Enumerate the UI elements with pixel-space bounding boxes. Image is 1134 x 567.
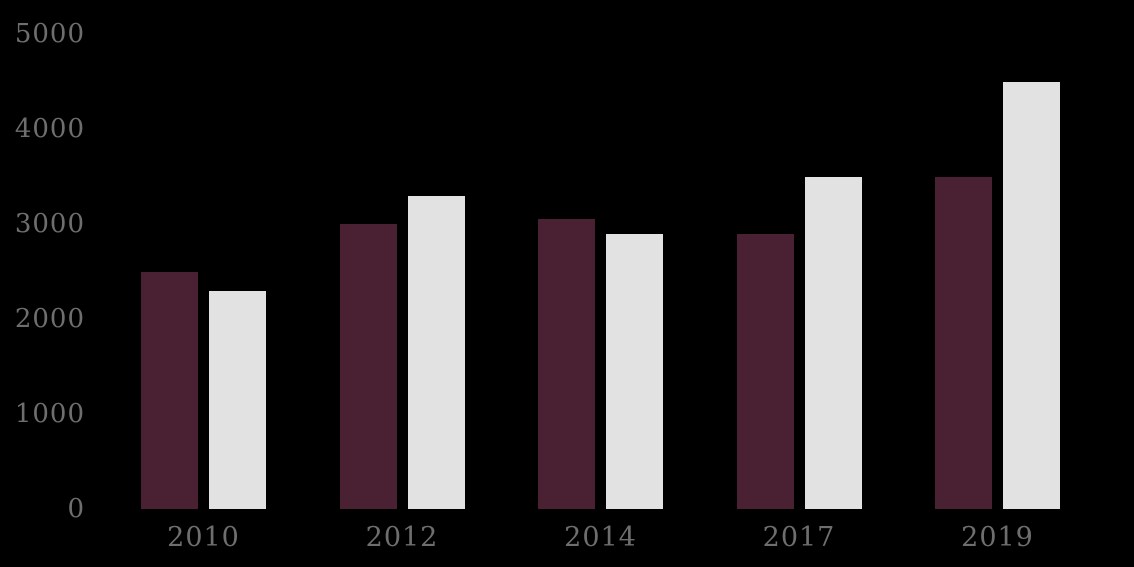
light-bar-2012 xyxy=(407,195,465,509)
x-tick-label-2019: 2019 xyxy=(961,522,1034,553)
x-tick-label-2010: 2010 xyxy=(167,522,240,553)
dark-bar-2019 xyxy=(935,176,992,509)
light-bar-2019 xyxy=(1003,81,1060,509)
y-tick-label: 1000 xyxy=(14,399,85,429)
y-tick-label: 0 xyxy=(67,494,85,524)
dark-bar-2012 xyxy=(339,224,397,509)
dark-bar-2014 xyxy=(538,219,595,509)
y-tick-label: 5000 xyxy=(14,19,85,49)
light-bar-2014 xyxy=(606,233,663,509)
dark-bar-2017 xyxy=(736,233,794,509)
x-tick-label-2017: 2017 xyxy=(762,522,836,553)
y-tick-label: 4000 xyxy=(14,114,85,144)
x-tick-label-2012: 2012 xyxy=(365,522,439,553)
light-bar-2017 xyxy=(804,176,862,509)
y-tick-label: 2000 xyxy=(14,304,85,334)
x-tick-label-2014: 2014 xyxy=(564,522,637,553)
y-tick-label: 3000 xyxy=(14,209,85,239)
light-bar-2010 xyxy=(209,290,266,509)
dark-bar-2010 xyxy=(141,271,198,509)
